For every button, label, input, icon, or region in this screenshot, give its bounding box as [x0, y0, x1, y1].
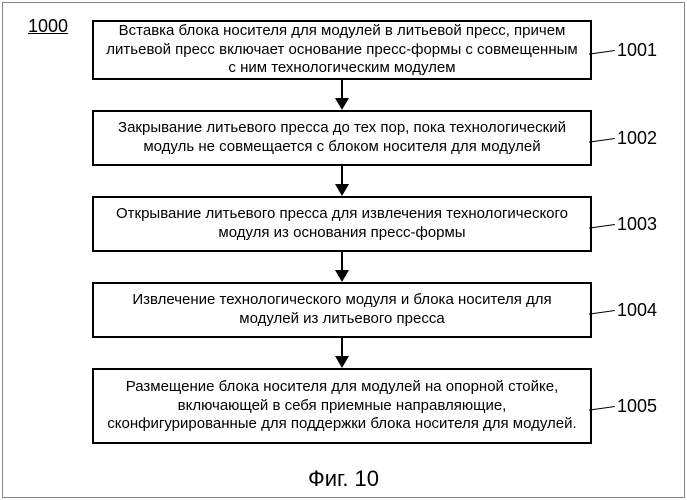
step-text: Размещение блока носителя для модулей на… [104, 378, 580, 434]
label-connector [589, 138, 615, 145]
label-connector [589, 406, 615, 413]
step-box-1004: Извлечение технологического модуля и бло… [92, 282, 592, 338]
arrow-head-icon [335, 270, 349, 282]
step-text: Открывание литьевого пресса для извлечен… [104, 205, 580, 243]
flowchart-diagram: 1000 Вставка блока носителя для модулей … [0, 0, 687, 500]
step-label-1005: 1005 [617, 396, 657, 417]
arrow-head-icon [335, 356, 349, 368]
label-connector [589, 224, 615, 231]
step-box-1002: Закрывание литьевого пресса до тех пор, … [92, 110, 592, 166]
step-box-1001: Вставка блока носителя для модулей в лит… [92, 20, 592, 80]
label-connector [589, 50, 615, 57]
step-label-1003: 1003 [617, 214, 657, 235]
arrow-head-icon [335, 98, 349, 110]
label-connector [589, 310, 615, 317]
step-label-1001: 1001 [617, 40, 657, 61]
step-label-1002: 1002 [617, 128, 657, 149]
arrow-line [341, 252, 343, 272]
step-label-1004: 1004 [617, 300, 657, 321]
figure-caption: Фиг. 10 [0, 466, 687, 492]
step-box-1003: Открывание литьевого пресса для извлечен… [92, 196, 592, 252]
step-box-1005: Размещение блока носителя для модулей на… [92, 368, 592, 444]
arrow-line [341, 166, 343, 186]
step-text: Извлечение технологического модуля и бло… [104, 291, 580, 329]
figure-number: 1000 [28, 16, 68, 37]
arrow-line [341, 80, 343, 100]
step-text: Вставка блока носителя для модулей в лит… [104, 22, 580, 78]
step-text: Закрывание литьевого пресса до тех пор, … [104, 119, 580, 157]
arrow-line [341, 338, 343, 358]
arrow-head-icon [335, 184, 349, 196]
